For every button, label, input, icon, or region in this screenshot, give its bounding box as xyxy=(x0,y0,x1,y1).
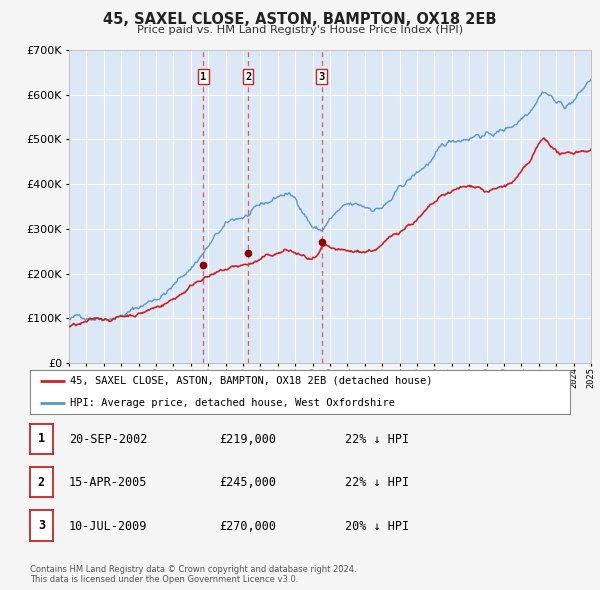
Text: £219,000: £219,000 xyxy=(219,433,276,446)
Text: HPI: Average price, detached house, West Oxfordshire: HPI: Average price, detached house, West… xyxy=(71,398,395,408)
Text: 1: 1 xyxy=(38,432,45,445)
Text: 3: 3 xyxy=(319,72,325,82)
Text: 20% ↓ HPI: 20% ↓ HPI xyxy=(345,520,409,533)
Text: 22% ↓ HPI: 22% ↓ HPI xyxy=(345,433,409,446)
Text: 2: 2 xyxy=(38,476,45,489)
Text: Price paid vs. HM Land Registry's House Price Index (HPI): Price paid vs. HM Land Registry's House … xyxy=(137,25,463,35)
Text: 1: 1 xyxy=(200,72,206,82)
Text: 45, SAXEL CLOSE, ASTON, BAMPTON, OX18 2EB: 45, SAXEL CLOSE, ASTON, BAMPTON, OX18 2E… xyxy=(103,12,497,27)
Text: Contains HM Land Registry data © Crown copyright and database right 2024.
This d: Contains HM Land Registry data © Crown c… xyxy=(30,565,356,584)
Text: 3: 3 xyxy=(38,519,45,532)
Text: 15-APR-2005: 15-APR-2005 xyxy=(69,476,148,489)
Text: 20-SEP-2002: 20-SEP-2002 xyxy=(69,433,148,446)
Text: 10-JUL-2009: 10-JUL-2009 xyxy=(69,520,148,533)
Text: 45, SAXEL CLOSE, ASTON, BAMPTON, OX18 2EB (detached house): 45, SAXEL CLOSE, ASTON, BAMPTON, OX18 2E… xyxy=(71,376,433,385)
Text: 22% ↓ HPI: 22% ↓ HPI xyxy=(345,476,409,489)
Text: 2: 2 xyxy=(245,72,251,82)
Text: £245,000: £245,000 xyxy=(219,476,276,489)
Text: £270,000: £270,000 xyxy=(219,520,276,533)
